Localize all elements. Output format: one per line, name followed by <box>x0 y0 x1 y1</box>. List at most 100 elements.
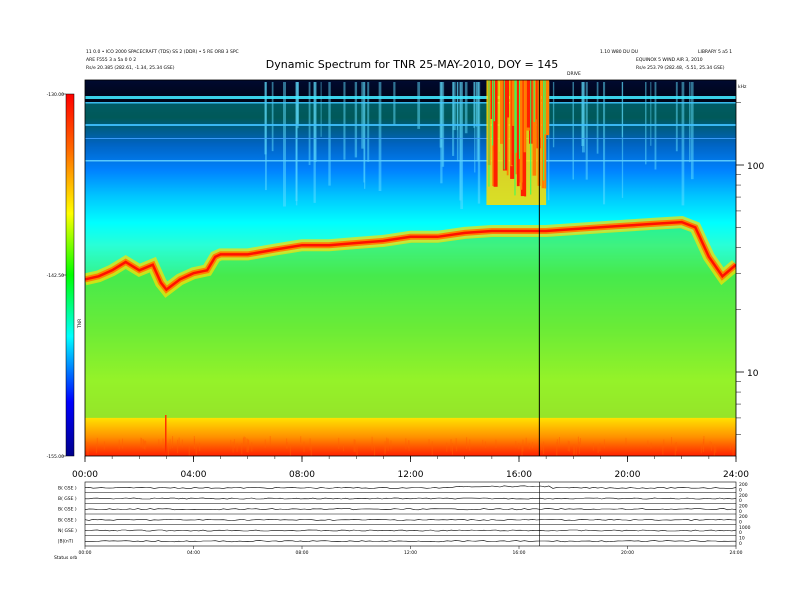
streak <box>354 82 358 158</box>
noise <box>735 436 736 443</box>
colorbar <box>65 93 75 457</box>
noise <box>144 440 146 450</box>
panel-right-tick: 0 <box>739 520 742 526</box>
noise <box>556 439 558 446</box>
noise <box>567 440 569 451</box>
noise <box>251 442 253 452</box>
y-tick-label: 10 <box>747 369 759 379</box>
noise <box>269 436 271 446</box>
burst-streak-green <box>503 80 505 170</box>
noise <box>541 443 543 451</box>
streak <box>328 82 331 186</box>
burst-streak-green <box>514 80 516 144</box>
panel-trace <box>85 497 737 500</box>
panel-x-tick-label: 12:00 <box>404 550 417 556</box>
header-right-line2: EQUINOX 5 WIND AIR 3, 2010 <box>636 57 703 63</box>
streak <box>313 82 316 203</box>
noise <box>556 441 558 456</box>
noise <box>374 444 376 456</box>
noise <box>353 439 355 452</box>
streak <box>361 82 364 149</box>
burst-streak <box>516 80 520 187</box>
streak <box>581 82 585 153</box>
streak <box>440 82 443 184</box>
noise <box>709 441 711 448</box>
noise <box>289 444 291 456</box>
streak <box>264 82 267 191</box>
noise <box>242 437 244 445</box>
burst-streak <box>528 80 532 120</box>
noise <box>405 438 407 450</box>
streak <box>460 82 464 210</box>
noise <box>195 443 197 455</box>
panel-right-tick: 200 <box>739 482 748 488</box>
noise <box>700 444 702 454</box>
noise <box>674 442 676 456</box>
streak <box>364 82 366 189</box>
noise <box>167 443 169 456</box>
noise <box>455 438 457 449</box>
noise <box>233 439 235 449</box>
burst-streak <box>494 80 498 171</box>
noise <box>143 439 145 447</box>
x-tick-label: 12:00 <box>398 470 424 480</box>
noise <box>142 439 144 449</box>
noise <box>577 436 579 446</box>
panel-x-tick-label: 08:00 <box>296 550 309 556</box>
noise <box>193 438 195 449</box>
burst-streak <box>532 80 537 176</box>
y-unit-label: kHz <box>738 84 747 90</box>
noise <box>663 439 665 448</box>
panel-right-tick: 0 <box>739 498 742 504</box>
footer-left: Status orb <box>54 555 77 561</box>
interference-band <box>85 96 736 99</box>
noise <box>96 437 98 447</box>
noise <box>177 439 179 454</box>
green-region <box>85 227 736 418</box>
noise <box>452 443 454 455</box>
noise <box>87 442 89 449</box>
noise <box>386 437 388 448</box>
panel-trace <box>84 508 737 511</box>
panel-label: |B|(nT) <box>58 539 73 545</box>
noise <box>729 442 731 450</box>
noise <box>531 441 533 449</box>
noise <box>387 438 389 451</box>
panel-label: B( GSE ) <box>58 496 77 502</box>
streak <box>475 82 478 127</box>
x-tick-label: 08:00 <box>289 470 315 480</box>
noise <box>592 442 594 451</box>
noise <box>599 443 601 452</box>
panel-trace <box>84 518 737 521</box>
streak <box>547 82 550 201</box>
noise <box>118 439 120 450</box>
spectrogram <box>85 80 736 456</box>
x-tick-label: 16:00 <box>506 470 532 480</box>
streak <box>271 82 274 152</box>
noise <box>178 437 180 447</box>
noise <box>575 445 577 455</box>
noise <box>103 441 105 450</box>
burst-streak <box>510 80 513 167</box>
noise <box>450 438 452 452</box>
header-left-line2: ARE F555 3 a 5a 0 0 2 <box>86 57 136 63</box>
x-tick-label: 20:00 <box>615 470 641 480</box>
interference-band <box>85 160 736 162</box>
burst-streak <box>502 80 508 171</box>
streak <box>297 82 299 129</box>
burst-streak-green <box>543 80 545 181</box>
noise <box>579 438 581 447</box>
burst-streak <box>506 80 509 176</box>
noise <box>702 439 704 453</box>
streak <box>363 82 365 183</box>
header-right-line1: 1.10 W80 DU DU <box>600 49 638 55</box>
noise <box>384 444 386 452</box>
panel-label: N( GSE ) <box>58 528 77 534</box>
plasma-line <box>85 220 736 292</box>
noise <box>568 441 570 452</box>
noise <box>248 440 250 451</box>
noise <box>515 440 517 448</box>
burst-streak <box>512 80 517 126</box>
colorbar-label: TNR <box>77 319 83 329</box>
streak <box>477 82 481 204</box>
